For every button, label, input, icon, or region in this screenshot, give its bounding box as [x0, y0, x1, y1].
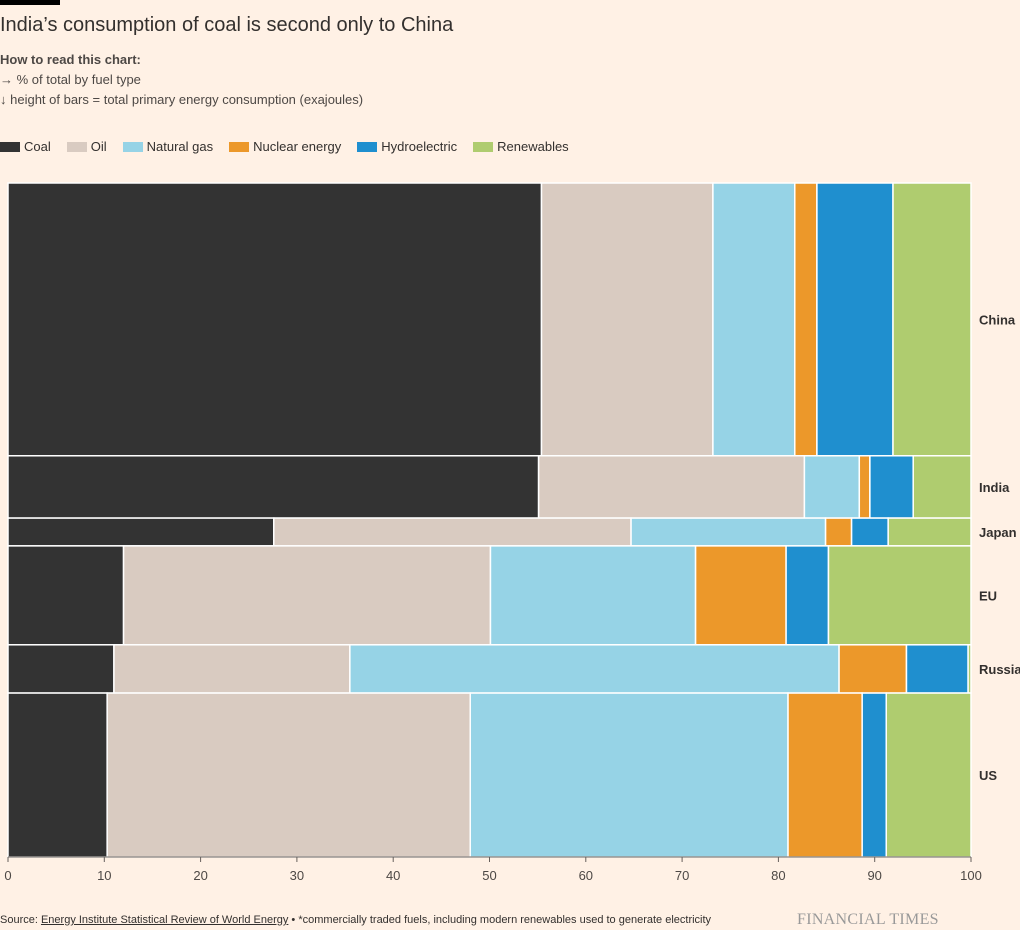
bar-us-natural-gas: [469, 692, 789, 858]
bar-russia-nuclear-energy: [838, 644, 908, 694]
x-tick-label: 100: [960, 868, 982, 883]
bar-japan-renewables: [887, 517, 972, 547]
x-tick-label: 80: [771, 868, 785, 883]
legend-label: Natural gas: [146, 139, 214, 154]
bar-china-coal: [7, 182, 543, 457]
bar-eu-hydroelectric: [785, 545, 830, 646]
bar-us-hydroelectric: [861, 692, 888, 858]
bar-eu-renewables: [827, 545, 972, 646]
bar-india-natural-gas: [803, 455, 861, 519]
bar-japan-natural-gas: [630, 517, 827, 547]
category-label-japan: Japan: [979, 525, 1017, 540]
category-label-eu: EU: [979, 588, 997, 603]
bar-china-natural-gas: [712, 182, 796, 457]
bar-india-hydroelectric: [869, 455, 914, 519]
x-tick-label: 10: [97, 868, 111, 883]
bar-india-nuclear-energy: [858, 455, 871, 519]
bar-russia-oil: [113, 644, 351, 694]
bar-eu-nuclear-energy: [694, 545, 787, 646]
legend-swatch: [66, 141, 87, 152]
bar-eu-oil: [122, 545, 492, 646]
bar-eu-coal: [7, 545, 125, 646]
bar-india-renewables: [912, 455, 972, 519]
legend-swatch: [122, 141, 143, 152]
legend-item-hydroelectric: Hydroelectric: [357, 139, 457, 154]
how-to-read-x: → % of total by fuel type: [0, 72, 141, 87]
x-tick-label: 90: [867, 868, 881, 883]
legend-item-coal: Coal: [0, 139, 51, 154]
bar-japan-coal: [7, 517, 275, 547]
bar-china-renewables: [892, 182, 972, 457]
x-tick-label: 30: [290, 868, 304, 883]
bar-japan-nuclear-energy: [824, 517, 853, 547]
source-link[interactable]: Energy Institute Statistical Review of W…: [40, 914, 289, 926]
category-label-us: US: [979, 768, 997, 783]
legend-swatch: [473, 141, 494, 152]
source-footnote: • *commercially traded fuels, including …: [288, 914, 712, 926]
bar-us-nuclear-energy: [787, 692, 863, 858]
legend-item-natural-gas: Natural gas: [122, 139, 214, 154]
legend-swatch: [0, 141, 20, 152]
category-label-china: China: [979, 312, 1016, 327]
x-tick-label: 60: [579, 868, 593, 883]
legend-label: Coal: [24, 139, 51, 154]
bar-china-hydroelectric: [816, 182, 894, 457]
brand-bar: [0, 0, 60, 5]
bar-us-renewables: [885, 692, 972, 858]
how-to-read-heading: How to read this chart:: [0, 52, 141, 67]
bar-china-oil: [540, 182, 714, 457]
legend-swatch: [229, 141, 250, 152]
category-label-india: India: [979, 480, 1010, 495]
bar-us-oil: [106, 692, 471, 858]
legend-label: Nuclear energy: [253, 139, 342, 154]
x-tick-label: 40: [386, 868, 400, 883]
bar-china-nuclear-energy: [794, 182, 818, 457]
chart-title: India’s consumption of coal is second on…: [0, 14, 454, 36]
bar-russia-coal: [7, 644, 115, 694]
legend-label: Renewables: [497, 139, 569, 154]
bar-india-oil: [537, 455, 806, 519]
x-tick-label: 70: [675, 868, 689, 883]
bar-russia-natural-gas: [349, 644, 840, 694]
legend-item-nuclear-energy: Nuclear energy: [229, 139, 341, 154]
bar-eu-natural-gas: [489, 545, 697, 646]
bar-russia-hydroelectric: [905, 644, 969, 694]
source-note: Source: Energy Institute Statistical Rev…: [0, 914, 711, 926]
legend-label: Hydroelectric: [381, 139, 458, 154]
legend-item-renewables: Renewables: [473, 139, 569, 154]
x-tick-label: 20: [193, 868, 207, 883]
legend-swatch: [357, 141, 378, 152]
legend-label: Oil: [90, 139, 107, 154]
x-tick-label: 0: [4, 868, 11, 883]
how-to-read-y: ↓ height of bars = total primary energy …: [0, 92, 364, 107]
category-label-russia: Russia: [979, 662, 1020, 677]
source-prefix: Source:: [0, 914, 41, 926]
bar-japan-hydroelectric: [850, 517, 889, 547]
marimekko-chart: China India Japan EU Russia US 0 10 20 30 40 50 60 70…: [4, 182, 1020, 883]
x-tick-label: 50: [482, 868, 496, 883]
bar-india-coal: [7, 455, 540, 519]
legend-item-oil: Oil: [66, 139, 107, 154]
bar-japan-oil: [273, 517, 632, 547]
bar-us-coal: [7, 692, 108, 858]
legend: Coal Oil Natural gas Nuclear energy Hydroele…: [0, 139, 585, 154]
ft-logo: FINANCIAL TIMES: [797, 911, 939, 928]
bar-russia-renewables: [967, 644, 972, 694]
